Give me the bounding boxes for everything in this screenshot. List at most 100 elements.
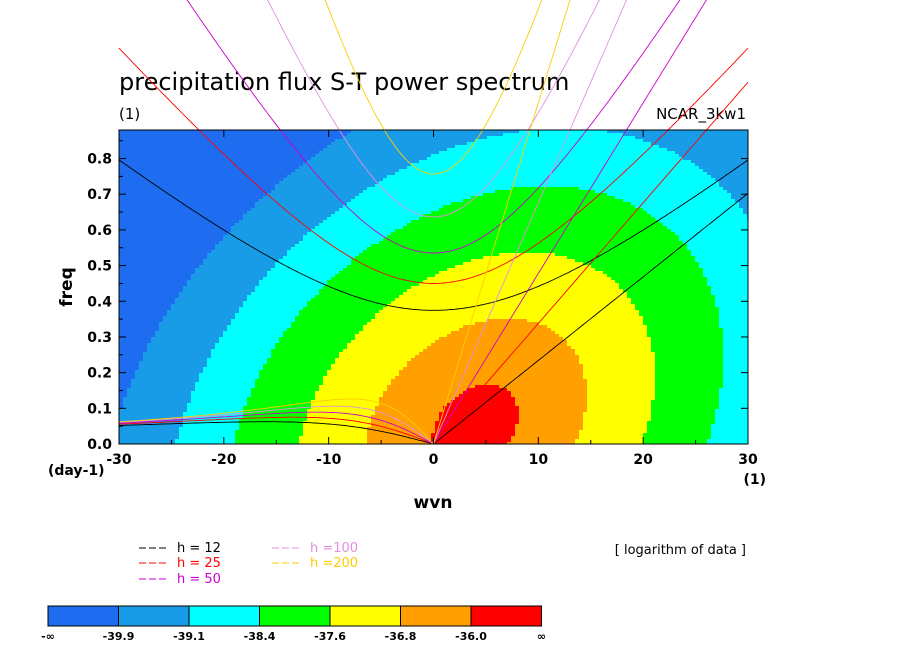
field-cell — [187, 160, 192, 164]
field-cell — [187, 211, 192, 215]
field-cell — [127, 325, 132, 329]
field-cell — [183, 223, 188, 227]
field-cell — [123, 142, 128, 146]
field-cell — [127, 334, 132, 338]
field-cell — [151, 394, 156, 398]
field-cell — [199, 436, 204, 440]
field-cell — [119, 199, 124, 203]
field-cell — [159, 202, 164, 206]
field-cell — [127, 361, 132, 365]
field-cell — [163, 379, 168, 383]
field-cell — [167, 367, 172, 371]
field-cell — [151, 223, 156, 227]
field-cell — [139, 256, 144, 260]
field-cell — [155, 358, 160, 362]
field-cell — [219, 298, 224, 302]
field-cell — [123, 430, 128, 434]
field-cell — [215, 307, 220, 311]
field-cell — [135, 397, 140, 401]
field-cell — [219, 157, 224, 161]
field-cell — [143, 412, 148, 416]
field-cell — [175, 169, 180, 173]
field-cell — [179, 337, 184, 341]
field-cell — [171, 268, 176, 272]
field-cell — [147, 298, 152, 302]
field-cell — [127, 307, 132, 311]
field-cell — [119, 229, 124, 233]
field-cell — [187, 379, 192, 383]
field-cell — [211, 250, 216, 254]
field-cell — [163, 211, 168, 215]
field-cell — [171, 229, 176, 233]
field-cell — [207, 301, 212, 305]
field-cell — [215, 295, 220, 299]
field-cell — [139, 220, 144, 224]
field-cell — [139, 271, 144, 275]
field-cell — [167, 382, 172, 386]
field-cell — [219, 358, 224, 362]
field-cell — [215, 217, 220, 221]
field-cell — [179, 193, 184, 197]
field-cell — [167, 223, 172, 227]
field-cell — [155, 151, 160, 155]
field-cell — [131, 178, 136, 182]
field-cell — [203, 241, 208, 245]
field-cell — [171, 355, 176, 359]
field-cell — [195, 355, 200, 359]
field-cell — [167, 340, 172, 344]
field-cell — [151, 157, 156, 161]
field-cell — [155, 193, 160, 197]
field-cell — [215, 361, 220, 365]
field-cell — [151, 334, 156, 338]
field-cell — [195, 301, 200, 305]
field-cell — [203, 226, 208, 230]
field-cell — [135, 298, 140, 302]
field-cell — [131, 358, 136, 362]
field-cell — [203, 313, 208, 317]
field-cell — [191, 229, 196, 233]
field-cell — [207, 406, 212, 410]
field-cell — [143, 391, 148, 395]
field-cell — [175, 187, 180, 191]
field-cell — [123, 160, 128, 164]
field-cell — [179, 328, 184, 332]
field-cell — [199, 136, 204, 140]
field-cell — [171, 334, 176, 338]
field-cell — [131, 190, 136, 194]
field-cell — [119, 322, 124, 326]
field-cell — [143, 343, 148, 347]
field-cell — [163, 403, 168, 407]
field-cell — [211, 409, 216, 413]
field-cell — [167, 391, 172, 395]
field-cell — [127, 220, 132, 224]
field-cell — [207, 385, 212, 389]
field-cell — [207, 280, 212, 284]
field-cell — [207, 382, 212, 386]
field-cell — [143, 373, 148, 377]
field-cell — [147, 244, 152, 248]
field-cell — [187, 262, 192, 266]
field-cell — [187, 355, 192, 359]
field-cell — [195, 235, 200, 239]
field-cell — [203, 274, 208, 278]
field-cell — [151, 430, 156, 434]
field-cell — [139, 175, 144, 179]
field-cell — [187, 403, 192, 407]
field-cell — [195, 178, 200, 182]
field-cell — [151, 202, 156, 206]
field-cell — [223, 169, 228, 173]
field-cell — [203, 190, 208, 194]
field-cell — [119, 382, 124, 386]
field-cell — [203, 160, 208, 164]
field-cell — [127, 415, 132, 419]
field-cell — [203, 382, 208, 386]
field-cell — [131, 298, 136, 302]
field-cell — [183, 187, 188, 191]
field-cell — [155, 262, 160, 266]
field-cell — [211, 439, 216, 443]
field-cell — [139, 241, 144, 245]
field-cell — [203, 142, 208, 146]
field-cell — [211, 268, 216, 272]
field-cell — [139, 226, 144, 230]
field-cell — [183, 316, 188, 320]
